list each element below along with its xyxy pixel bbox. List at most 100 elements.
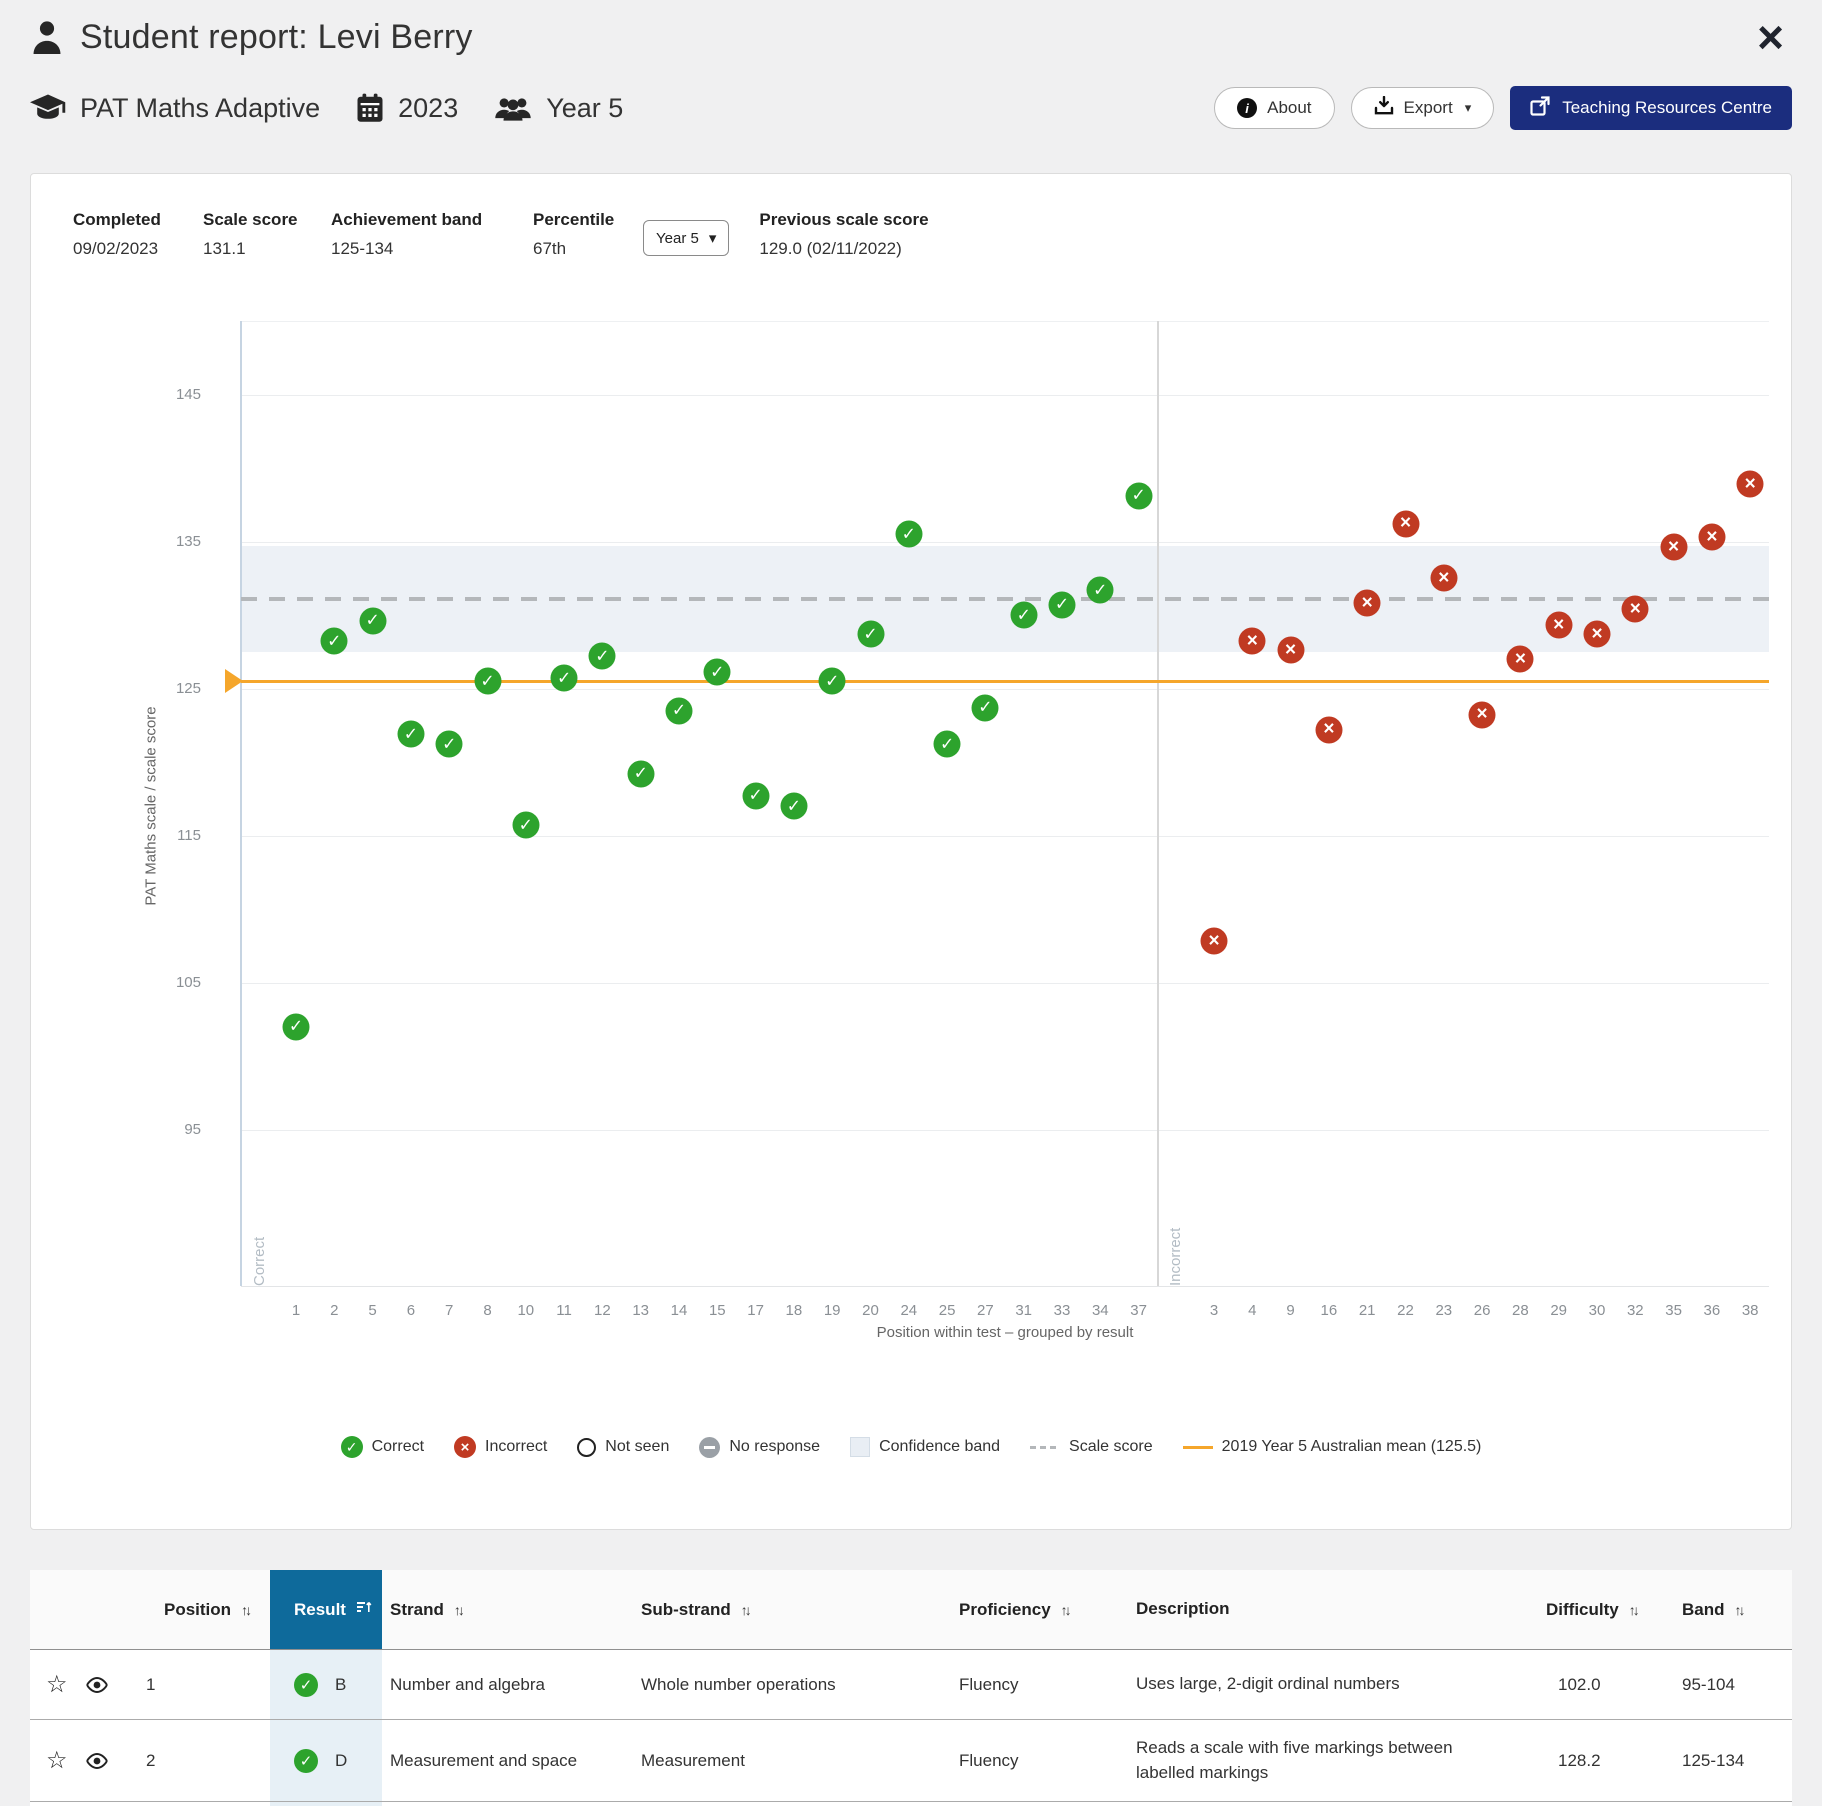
incorrect-point[interactable]: × [1545,611,1573,639]
correct-point[interactable]: ✓ [397,720,425,748]
incorrect-point[interactable]: × [1238,627,1266,655]
assessment-year: 2023 [398,92,459,123]
legend-item-not-seen: Not seen [577,1437,669,1457]
incorrect-point[interactable]: × [1660,533,1688,561]
correct-point[interactable]: ✓ [1086,576,1114,604]
cell-proficiency: Fluency [959,1674,1019,1694]
calendar-icon [356,93,384,123]
header-proficiency[interactable]: Proficiency ↑↓ [959,1599,1072,1619]
sort-icon: ↑↓ [740,1601,752,1618]
stat-previous-scale-score: Previous scale score 129.0 (02/11/2022) [759,210,929,258]
correct-point[interactable]: ✓ [1010,601,1038,629]
incorrect-point[interactable]: × [1430,564,1458,592]
graduation-cap-icon [30,93,66,123]
sort-icon: ↑↓ [241,1601,252,1618]
table-header: Position ↑↓ Result Strand ↑↓ Sub-strand … [30,1570,1792,1650]
correct-icon: ✓ [294,1748,318,1773]
chevron-down-icon: ▾ [708,230,717,247]
cell-position: 1 [146,1674,156,1694]
x-tick-label: 15 [708,1302,726,1319]
incorrect-point[interactable]: × [1468,701,1496,729]
correct-point[interactable]: ✓ [474,667,501,695]
about-button[interactable]: i About [1214,87,1335,129]
eye-icon[interactable] [85,1749,109,1773]
y-tick-label: 135 [175,532,201,550]
x-tick-label: 19 [823,1302,841,1319]
mean-line-swatch [1182,1445,1213,1449]
incorrect-point[interactable]: × [1315,716,1343,744]
cell-sub-strand: Measurement [641,1750,745,1770]
x-tick-label: 9 [1286,1302,1295,1319]
legend-item-no-response: No response [699,1436,820,1458]
correct-point[interactable]: ✓ [665,697,693,725]
gridline [241,541,1769,543]
header-band[interactable]: Band ↑↓ [1682,1599,1746,1619]
legend-item-correct: ✓ Correct [340,1436,424,1458]
correct-point[interactable]: ✓ [895,520,923,548]
correct-point[interactable]: ✓ [971,694,999,722]
header-position[interactable]: Position ↑↓ [164,1599,252,1619]
incorrect-point[interactable]: × [1200,927,1228,955]
correct-point[interactable]: ✓ [703,658,731,686]
correct-point[interactable]: ✓ [627,760,655,788]
star-icon[interactable]: ☆ [46,1746,68,1774]
x-tick-label: 18 [785,1302,803,1319]
correct-point[interactable]: ✓ [435,730,463,758]
x-tick-label: 38 [1741,1302,1759,1319]
x-tick-label: 32 [1626,1302,1644,1319]
gridline [241,982,1769,984]
correct-point[interactable]: ✓ [550,664,578,692]
x-tick-label: 16 [1320,1302,1338,1319]
confidence-band-swatch [850,1437,871,1457]
header-sub-strand[interactable]: Sub-strand ↑↓ [641,1599,752,1619]
export-button[interactable]: Export ▾ [1350,87,1495,129]
incorrect-point[interactable]: × [1698,523,1726,551]
header-difficulty[interactable]: Difficulty ↑↓ [1546,1599,1640,1619]
header-strand[interactable]: Strand ↑↓ [390,1599,465,1619]
stat-scale-score: Scale score 131.1 [203,210,298,258]
incorrect-point[interactable]: × [1736,470,1764,498]
correct-point[interactable]: ✓ [359,607,387,635]
header-result[interactable]: Result [270,1570,382,1649]
gridline [241,394,1769,396]
incorrect-point[interactable]: × [1277,636,1305,664]
x-tick-label: 2 [330,1302,339,1319]
correct-point[interactable]: ✓ [320,627,348,655]
correct-point[interactable]: ✓ [780,792,808,820]
legend-item-scale-score: Scale score [1030,1438,1153,1456]
cell-sub-strand: Whole number operations [641,1674,836,1694]
incorrect-point[interactable]: × [1621,595,1649,623]
correct-point[interactable]: ✓ [512,811,540,839]
star-icon[interactable]: ☆ [46,1670,68,1698]
correct-point[interactable]: ✓ [742,782,770,810]
incorrect-point[interactable]: × [1353,589,1381,617]
incorrect-point[interactable]: × [1392,510,1419,538]
close-icon[interactable]: × [1757,11,1784,63]
correct-point[interactable]: ✓ [933,730,961,758]
y-tick-label: 125 [175,679,201,697]
incorrect-point[interactable]: × [1506,645,1534,673]
x-tick-label: 35 [1665,1302,1682,1319]
y-tick-label: 115 [177,826,201,844]
x-tick-label: 25 [938,1302,956,1319]
x-tick-label: 37 [1130,1302,1147,1319]
correct-point[interactable]: ✓ [1125,482,1153,510]
stat-completed: Completed 09/02/2023 [73,210,161,258]
correct-point[interactable]: ✓ [1048,591,1076,619]
y-tick-label: 145 [175,385,201,403]
assessment-meta: PAT Maths Adaptive 2023 Year 5 [30,93,645,124]
correct-point[interactable]: ✓ [818,667,846,695]
correct-point[interactable]: ✓ [282,1013,310,1041]
x-tick-label: 30 [1588,1302,1606,1319]
stat-percentile: Percentile 67th [533,210,615,258]
correct-point[interactable]: ✓ [857,620,884,648]
incorrect-point[interactable]: × [1583,620,1611,648]
sort-icon: ↑↓ [1060,1601,1072,1618]
group-separator-line [1157,321,1159,1286]
year-select[interactable]: Year 5 ▾ [643,220,730,256]
eye-icon[interactable] [85,1673,109,1697]
items-table: Position ↑↓ Result Strand ↑↓ Sub-strand … [30,1570,1792,1806]
teaching-resources-button[interactable]: Teaching Resources Centre [1510,86,1792,130]
correct-point[interactable]: ✓ [588,642,616,670]
x-axis-label: Position within test – grouped by result [876,1324,1134,1341]
